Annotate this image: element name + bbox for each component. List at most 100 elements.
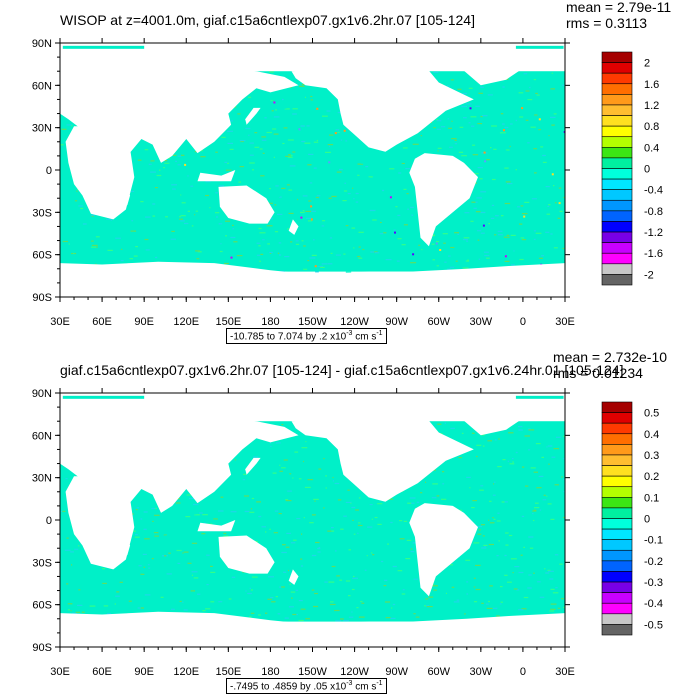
field-speckle: [382, 189, 385, 192]
field-speckle: [541, 456, 544, 458]
field-speckle: [369, 504, 373, 506]
field-speckle: [156, 212, 162, 214]
field-speckle: [338, 142, 341, 144]
field-speckle: [370, 251, 375, 253]
field-speckle: [448, 261, 454, 263]
field-speckle: [465, 231, 471, 233]
field-speckle: [521, 608, 527, 610]
colorbar-label: -0.8: [644, 206, 663, 218]
field-extreme: [435, 242, 438, 245]
field-speckle: [237, 113, 241, 115]
field-speckle: [540, 527, 544, 529]
field-speckle: [269, 442, 272, 444]
field-speckle: [190, 185, 194, 187]
field-speckle: [533, 471, 538, 473]
field-speckle: [76, 190, 78, 192]
field-speckle: [496, 555, 499, 557]
field-speckle: [447, 268, 451, 270]
field-speckle: [436, 241, 440, 243]
field-speckle: [176, 498, 180, 500]
field-speckle: [301, 83, 305, 86]
field-speckle: [258, 245, 261, 247]
field-speckle: [284, 256, 290, 258]
field-speckle: [356, 560, 361, 562]
field-speckle: [453, 499, 460, 501]
field-speckle: [462, 92, 467, 95]
field-speckle: [356, 607, 359, 609]
field-speckle: [300, 125, 305, 127]
field-speckle: [409, 502, 415, 504]
field-speckle: [518, 426, 523, 428]
field-speckle: [295, 126, 299, 128]
field-speckle: [395, 150, 401, 153]
field-speckle: [397, 607, 403, 609]
field-speckle: [193, 513, 197, 515]
field-speckle: [531, 198, 537, 200]
field-speckle: [384, 579, 388, 581]
field-speckle: [459, 117, 461, 119]
field-speckle: [500, 601, 503, 603]
field-speckle: [533, 238, 536, 240]
field-extreme: [310, 218, 313, 221]
colorbar-swatch: [601, 221, 633, 233]
field-speckle: [188, 497, 195, 500]
field-speckle: [496, 208, 502, 210]
field-speckle: [502, 150, 507, 152]
colorbar-swatch: [601, 497, 633, 509]
field-speckle: [225, 235, 227, 237]
field-speckle: [247, 183, 251, 185]
field-speckle: [527, 99, 533, 101]
field-speckle: [280, 446, 287, 448]
field-speckle: [360, 600, 363, 603]
field-speckle: [269, 202, 273, 204]
field-speckle: [318, 468, 322, 470]
field-speckle: [145, 216, 151, 218]
field-speckle: [273, 156, 275, 158]
field-speckle: [547, 445, 553, 447]
field-speckle: [73, 252, 75, 255]
field-speckle: [526, 199, 531, 201]
field-speckle: [323, 507, 325, 509]
field-speckle: [489, 541, 492, 543]
field-speckle: [530, 467, 536, 469]
colorbar-swatch: [601, 549, 633, 562]
field-speckle: [502, 86, 505, 88]
field-speckle: [463, 117, 467, 119]
field-speckle: [267, 598, 272, 600]
field-speckle: [524, 201, 530, 203]
field-speckle: [393, 229, 396, 231]
field-speckle: [488, 223, 490, 225]
field-speckle: [538, 257, 543, 259]
y-tick-label: 90S: [32, 642, 52, 654]
field-speckle: [534, 507, 540, 509]
field-speckle: [108, 606, 114, 608]
field-speckle: [272, 472, 277, 474]
field-speckle: [396, 260, 400, 262]
field-speckle: [355, 201, 359, 203]
colorbar-label: 2: [644, 58, 650, 70]
field-speckle: [170, 244, 174, 246]
field-speckle: [563, 491, 565, 493]
field-speckle: [521, 466, 525, 468]
field-speckle: [462, 267, 469, 269]
field-speckle: [529, 547, 534, 549]
field-speckle: [224, 161, 228, 163]
field-speckle: [546, 495, 548, 497]
field-speckle: [286, 184, 290, 186]
field-speckle: [501, 215, 504, 217]
colorbar-swatch: [601, 571, 633, 583]
field-speckle: [254, 132, 258, 134]
field-speckle: [277, 252, 280, 254]
field-speckle: [345, 271, 352, 273]
field-speckle: [371, 518, 373, 520]
field-extreme: [504, 255, 507, 258]
field-speckle: [337, 131, 340, 133]
field-speckle: [370, 203, 373, 205]
colorbar-swatch: [601, 62, 633, 74]
field-speckle: [497, 230, 503, 232]
field-speckle: [451, 586, 455, 588]
field-speckle: [479, 178, 483, 180]
field-speckle: [323, 256, 325, 258]
field-speckle: [456, 599, 460, 601]
colorbar-swatch: [601, 72, 633, 85]
